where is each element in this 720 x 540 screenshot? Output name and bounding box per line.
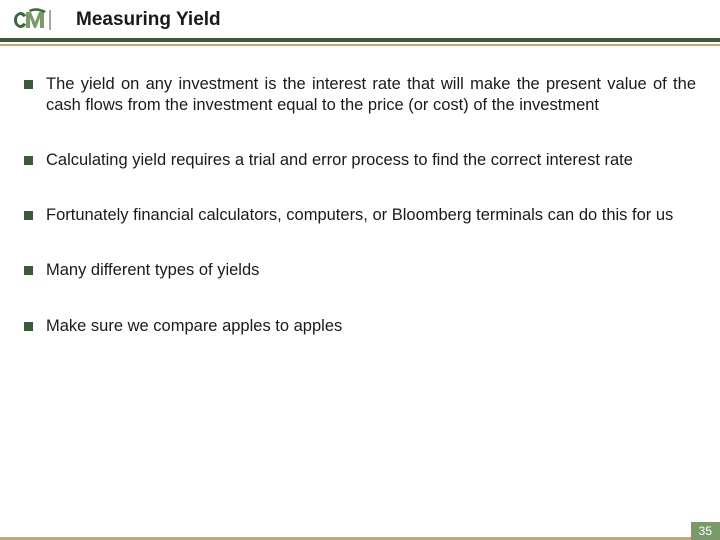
bullet-list: The yield on any investment is the inter… xyxy=(24,74,696,337)
slide-body: The yield on any investment is the inter… xyxy=(0,46,720,337)
page-number: 35 xyxy=(691,522,720,540)
slide-title: Measuring Yield xyxy=(76,9,221,31)
list-item: Fortunately financial calculators, compu… xyxy=(24,205,696,226)
list-item: Make sure we compare apples to apples xyxy=(24,316,696,337)
logo xyxy=(12,8,62,32)
slide-header: Measuring Yield xyxy=(0,0,720,38)
list-item: The yield on any investment is the inter… xyxy=(24,74,696,116)
header-rule xyxy=(0,38,720,46)
list-item: Calculating yield requires a trial and e… xyxy=(24,150,696,171)
list-item: Many different types of yields xyxy=(24,260,696,281)
